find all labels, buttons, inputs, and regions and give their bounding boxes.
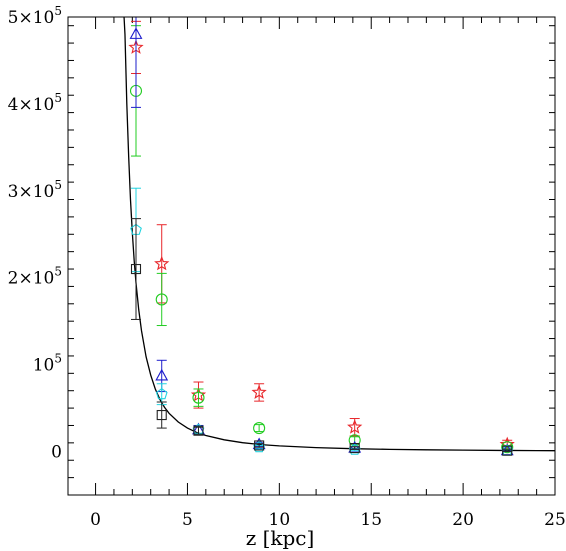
fit-curve xyxy=(123,16,556,452)
star-series xyxy=(128,20,515,452)
pentagon-series xyxy=(130,187,514,456)
axis-ticks xyxy=(68,17,556,496)
x-tick-label: 15 xyxy=(360,510,382,530)
pentagon-marker xyxy=(155,388,168,400)
circle-marker xyxy=(501,441,514,454)
plot-frame xyxy=(67,16,556,496)
y-tick-label: 0 xyxy=(51,443,62,463)
circle-marker xyxy=(253,422,266,435)
x-axis-title: z [kpc] xyxy=(246,526,315,550)
y-tick-label: 5×105 xyxy=(8,4,62,28)
y-tick-label: 3×105 xyxy=(8,178,62,202)
square-series xyxy=(130,218,513,456)
x-tick-label: 25 xyxy=(544,510,566,530)
square-marker xyxy=(502,445,513,456)
square-marker xyxy=(130,263,142,275)
star-marker xyxy=(347,419,363,434)
square-marker xyxy=(349,443,360,454)
square-marker xyxy=(156,409,167,421)
fit-curve-layer xyxy=(123,16,556,452)
x-tick-labels: 0 5 10 15 20 25 xyxy=(90,510,566,530)
triangle-series xyxy=(129,16,514,456)
triangle-marker xyxy=(129,27,143,39)
triangle-marker xyxy=(155,368,169,381)
circle-marker xyxy=(192,391,205,404)
circle-series xyxy=(129,25,514,454)
y-tick-label: 105 xyxy=(33,352,62,376)
x-tick-label: 5 xyxy=(182,510,193,530)
x-tick-label: 20 xyxy=(452,510,474,530)
circle-marker xyxy=(155,293,168,306)
star-marker xyxy=(251,384,267,399)
x-tick-label: 10 xyxy=(269,510,291,530)
y-tick-label: 2×105 xyxy=(8,265,62,289)
square-marker xyxy=(193,425,204,436)
square-marker xyxy=(254,440,265,451)
x-tick-label: 0 xyxy=(90,510,101,530)
circle-marker xyxy=(348,434,361,447)
y-tick-labels: 0 105 2×105 3×105 4×105 5×105 xyxy=(8,4,62,463)
data-points-layer xyxy=(128,16,515,456)
y-tick-label: 4×105 xyxy=(8,91,62,115)
star-marker xyxy=(154,255,170,271)
